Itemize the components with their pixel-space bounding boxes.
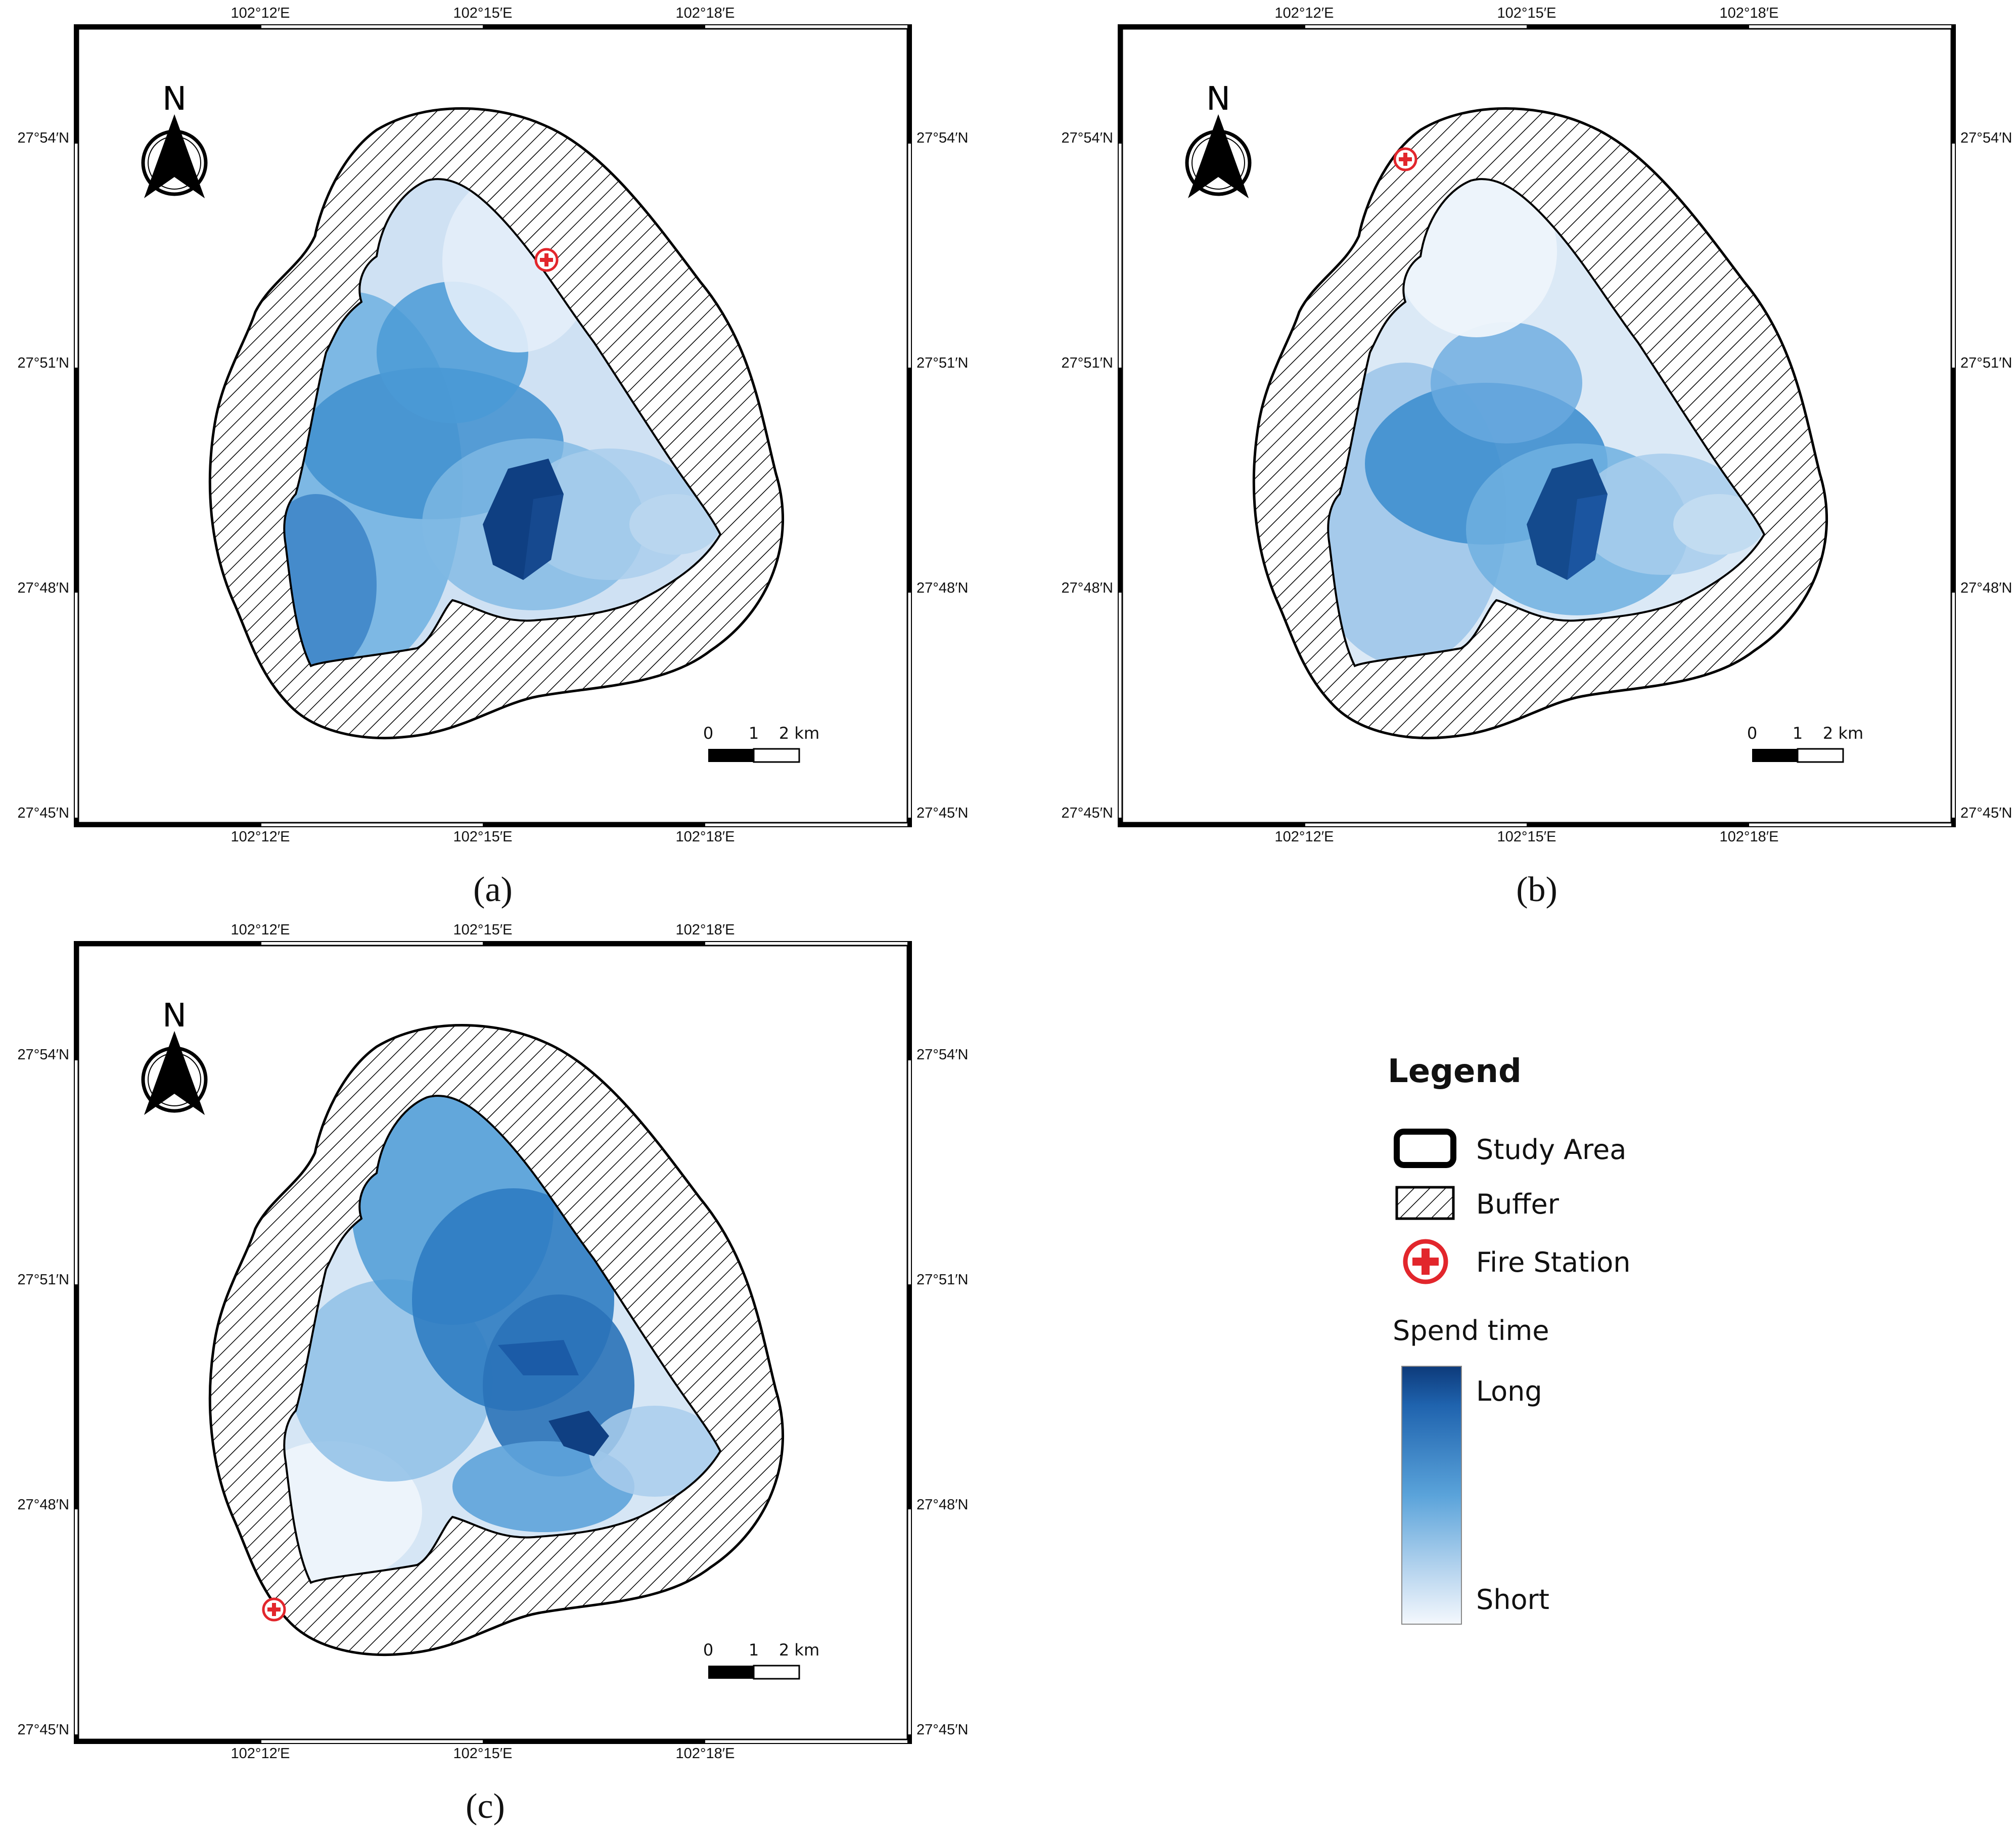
lon-label-bottom-2: 102°15′E <box>453 1746 512 1762</box>
lat-label-right-3: 27°48′N <box>917 580 969 596</box>
north-arrow-icon: N <box>143 997 206 1115</box>
scale-bar: 0 1 2 km <box>703 724 819 763</box>
lat-label-left-4: 27°45′N <box>1062 805 1114 821</box>
scale-label-0: 0 <box>1747 724 1757 743</box>
lat-label-left-2: 27°51′N <box>1062 355 1114 371</box>
lat-label-right-4: 27°45′N <box>917 805 969 821</box>
map-panel-b: N 0 1 2 km 102°12′E 102°15′E 102°18′E 10… <box>1062 5 2012 845</box>
lat-label-left-1: 27°54′N <box>18 1047 70 1063</box>
north-label: N <box>162 80 187 118</box>
lon-label-top-3: 102°18′E <box>675 922 735 938</box>
hatched-rectangle-icon <box>1395 1186 1455 1220</box>
scale-bar: 0 1 2 km <box>1747 724 1863 763</box>
lat-label-right-1: 27°54′N <box>1960 130 2012 146</box>
lat-label-right-1: 27°54′N <box>917 130 969 146</box>
north-label: N <box>1206 80 1230 118</box>
lat-label-right-1: 27°54′N <box>917 1047 969 1063</box>
lon-label-top-2: 102°15′E <box>453 922 512 938</box>
fire-station-icon <box>1403 1239 1448 1284</box>
lon-label-bottom-3: 102°18′E <box>1719 829 1778 845</box>
fire-station-icon <box>263 1599 285 1620</box>
scale-label-2: 2 km <box>1823 724 1863 743</box>
scale-label-2: 2 km <box>779 724 819 743</box>
north-arrow-icon: N <box>143 80 206 198</box>
fire-station-icon <box>1395 149 1416 170</box>
scale-label-1: 1 <box>749 724 759 743</box>
scale-bar: 0 1 2 km <box>703 1640 819 1680</box>
lat-label-left-2: 27°51′N <box>18 355 70 371</box>
lat-label-left-2: 27°51′N <box>18 1272 70 1288</box>
lon-label-top-3: 102°18′E <box>675 5 735 21</box>
legend-item-fire-station: Fire Station <box>1476 1246 1631 1278</box>
lon-label-top-3: 102°18′E <box>1719 5 1778 21</box>
lat-label-left-1: 27°54′N <box>1062 130 1114 146</box>
lon-label-top-2: 102°15′E <box>453 5 512 21</box>
lon-label-bottom-1: 102°12′E <box>231 1746 290 1762</box>
scale-label-2: 2 km <box>779 1640 819 1660</box>
panel-caption-a: (a) <box>473 870 513 909</box>
lon-label-bottom-3: 102°18′E <box>675 1746 735 1762</box>
legend-item-study-area: Study Area <box>1476 1134 1626 1166</box>
lat-label-left-3: 27°48′N <box>18 1497 70 1513</box>
lat-label-right-3: 27°48′N <box>1960 580 2012 596</box>
lat-label-right-4: 27°45′N <box>917 1722 969 1738</box>
lon-label-top-1: 102°12′E <box>231 5 290 21</box>
lon-label-top-1: 102°12′E <box>1274 5 1334 21</box>
legend: Legend Study Area Buffer Fire Station Sp… <box>1388 1053 1631 1625</box>
scale-label-0: 0 <box>703 1640 713 1660</box>
north-label: N <box>162 997 187 1035</box>
panel-caption-b: (b) <box>1516 870 1557 909</box>
fire-station-icon <box>536 249 557 271</box>
legend-ramp-high: Long <box>1476 1375 1542 1407</box>
lon-label-bottom-2: 102°15′E <box>453 829 512 845</box>
legend-title: Legend <box>1388 1053 1522 1090</box>
lon-label-bottom-2: 102°15′E <box>1497 829 1556 845</box>
lat-label-right-3: 27°48′N <box>917 1497 969 1513</box>
lat-label-left-4: 27°45′N <box>18 1722 70 1738</box>
legend-ramp-title: Spend time <box>1393 1315 1549 1347</box>
scale-label-1: 1 <box>749 1640 759 1660</box>
legend-item-buffer: Buffer <box>1476 1188 1560 1220</box>
lat-label-left-1: 27°54′N <box>18 130 70 146</box>
lat-label-right-2: 27°51′N <box>917 1272 969 1288</box>
map-panel-a: N 0 1 2 km 102°12′E 102°15′E 102°18′E 10… <box>18 5 969 845</box>
lon-label-bottom-3: 102°18′E <box>675 829 735 845</box>
lon-label-bottom-1: 102°12′E <box>1274 829 1334 845</box>
panel-caption-c: (c) <box>466 1787 505 1826</box>
lon-label-top-1: 102°12′E <box>231 922 290 938</box>
lon-label-bottom-1: 102°12′E <box>231 829 290 845</box>
lat-label-left-4: 27°45′N <box>18 805 70 821</box>
legend-ramp-low: Short <box>1476 1584 1549 1616</box>
lat-label-left-3: 27°48′N <box>1062 580 1114 596</box>
lat-label-right-2: 27°51′N <box>1960 355 2012 371</box>
lat-label-right-2: 27°51′N <box>917 355 969 371</box>
map-panel-c: N 0 1 2 km 102°12′E 102°15′E 102°18′E 10… <box>18 922 969 1762</box>
north-arrow-icon: N <box>1187 80 1250 198</box>
color-ramp <box>1401 1366 1462 1625</box>
lat-label-right-4: 27°45′N <box>1960 805 2012 821</box>
scale-label-0: 0 <box>703 724 713 743</box>
rounded-rectangle-outline-icon <box>1394 1129 1456 1168</box>
lat-label-left-3: 27°48′N <box>18 580 70 596</box>
scale-label-1: 1 <box>1793 724 1803 743</box>
lon-label-top-2: 102°15′E <box>1497 5 1556 21</box>
